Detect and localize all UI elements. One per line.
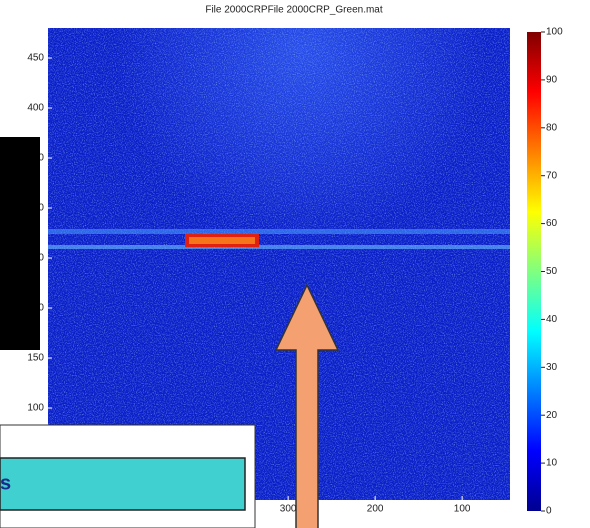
x-tick-label: 200 [367, 504, 384, 515]
black-box [0, 137, 40, 350]
colorbar-tick-label: 80 [546, 122, 558, 133]
y-tick-label: 450 [27, 53, 44, 64]
colorbar-tick-label: 100 [546, 27, 563, 38]
colorbar-tick-label: 40 [546, 314, 558, 325]
streak [48, 245, 510, 249]
colorbar-tick-label: 20 [546, 410, 558, 421]
overlay-text: s [0, 472, 11, 494]
colorbar-tick-label: 10 [546, 458, 558, 469]
streak [48, 229, 510, 234]
colorbar [527, 32, 541, 511]
x-tick-label: 100 [454, 504, 471, 515]
y-tick-label: 100 [27, 403, 44, 414]
colorbar-tick-label: 70 [546, 170, 558, 181]
chart-title: File 2000CRPFile 2000CRP_Green.mat [205, 5, 383, 16]
image-noise [48, 28, 510, 500]
colorbar-tick-label: 30 [546, 362, 558, 373]
arrow [274, 283, 340, 528]
y-tick-label: 150 [27, 353, 44, 364]
teal-box [0, 457, 246, 511]
x-tick-label: 300 [280, 504, 297, 515]
colorbar-tick-label: 0 [546, 506, 552, 517]
colorbar-tick-label: 90 [546, 75, 558, 86]
colorbar-tick-label: 50 [546, 266, 558, 277]
y-tick-label: 400 [27, 103, 44, 114]
heatmap [48, 28, 510, 500]
colorbar-tick-label: 60 [546, 218, 558, 229]
hot-spot [189, 237, 255, 244]
